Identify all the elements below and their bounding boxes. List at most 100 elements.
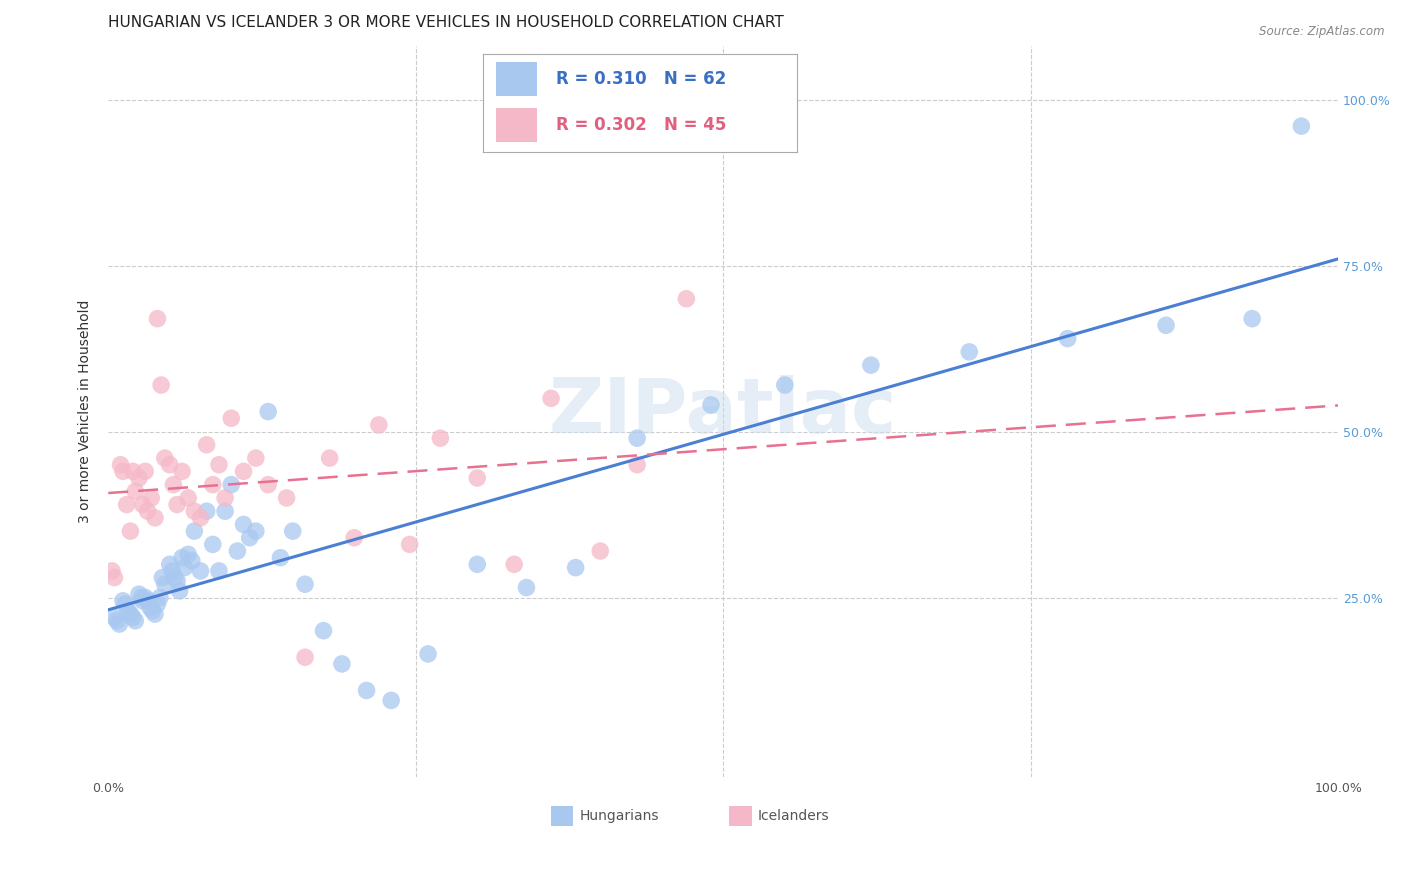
Point (219, 411, 242, 425)
Point (105, 614, 128, 628)
Point (159, 458, 181, 472)
Point (150, 378, 173, 392)
Point (114, 597, 136, 611)
Point (208, 458, 231, 472)
Bar (730, 806, 752, 826)
Point (180, 554, 202, 568)
Y-axis label: 3 or more Vehicles in Household: 3 or more Vehicles in Household (79, 300, 93, 524)
Point (219, 477, 242, 491)
Point (1056, 332, 1078, 346)
Point (153, 577, 176, 591)
Point (503, 558, 526, 572)
Point (162, 477, 184, 491)
Point (190, 564, 212, 578)
Point (131, 591, 153, 605)
Point (564, 560, 586, 574)
Point (245, 451, 267, 466)
Point (1154, 318, 1177, 333)
Point (183, 524, 205, 538)
Point (540, 392, 562, 406)
Point (170, 550, 193, 565)
Point (128, 587, 150, 601)
Point (312, 624, 335, 638)
Point (134, 464, 156, 478)
Point (1241, 311, 1264, 326)
Point (159, 558, 181, 572)
Point (367, 417, 389, 432)
Point (214, 504, 236, 518)
Point (626, 458, 648, 472)
Text: Hungarians: Hungarians (579, 809, 659, 823)
Point (276, 491, 298, 505)
Point (177, 491, 200, 505)
Point (121, 610, 143, 624)
Point (160, 564, 183, 578)
Point (141, 491, 163, 505)
Point (143, 607, 166, 621)
Point (859, 358, 882, 372)
Point (232, 464, 254, 478)
Point (143, 511, 166, 525)
Point (120, 607, 142, 621)
Point (398, 537, 420, 551)
Point (139, 600, 162, 615)
Point (190, 511, 212, 525)
Point (177, 547, 200, 561)
Point (380, 693, 402, 707)
Point (773, 378, 796, 392)
Point (201, 537, 224, 551)
Point (294, 577, 316, 591)
Point (136, 594, 159, 608)
Point (108, 617, 131, 632)
Point (416, 647, 439, 661)
Point (101, 564, 124, 578)
Point (131, 594, 153, 608)
Point (120, 524, 142, 538)
Point (103, 571, 125, 585)
Point (163, 571, 186, 585)
Point (103, 610, 125, 624)
Point (166, 498, 188, 512)
Point (136, 504, 159, 518)
Point (429, 431, 451, 445)
Point (294, 650, 316, 665)
Point (208, 564, 231, 578)
Point (957, 344, 980, 359)
Point (110, 458, 132, 472)
Point (117, 604, 139, 618)
Point (281, 524, 304, 538)
Point (626, 431, 648, 445)
Point (226, 544, 249, 558)
Point (245, 524, 267, 538)
Point (169, 583, 191, 598)
Point (124, 484, 146, 499)
Point (343, 531, 366, 545)
Point (146, 311, 169, 326)
Point (269, 550, 291, 565)
Point (700, 398, 723, 412)
Point (111, 464, 134, 478)
Point (141, 604, 163, 618)
Point (465, 558, 488, 572)
Point (153, 451, 176, 466)
Point (170, 464, 193, 478)
Point (111, 594, 134, 608)
Point (195, 438, 218, 452)
Text: Source: ZipAtlas.com: Source: ZipAtlas.com (1260, 25, 1385, 38)
Point (124, 614, 146, 628)
Point (201, 477, 224, 491)
Point (146, 597, 169, 611)
Point (150, 571, 173, 585)
Point (195, 504, 218, 518)
Point (257, 404, 280, 418)
Point (121, 464, 143, 478)
Point (675, 292, 697, 306)
Point (166, 574, 188, 588)
Point (232, 517, 254, 532)
Point (465, 471, 488, 485)
Point (257, 477, 280, 491)
Point (1291, 119, 1313, 133)
Point (318, 451, 340, 466)
Point (356, 683, 378, 698)
Text: ZIPatlас: ZIPatlас (550, 375, 897, 449)
